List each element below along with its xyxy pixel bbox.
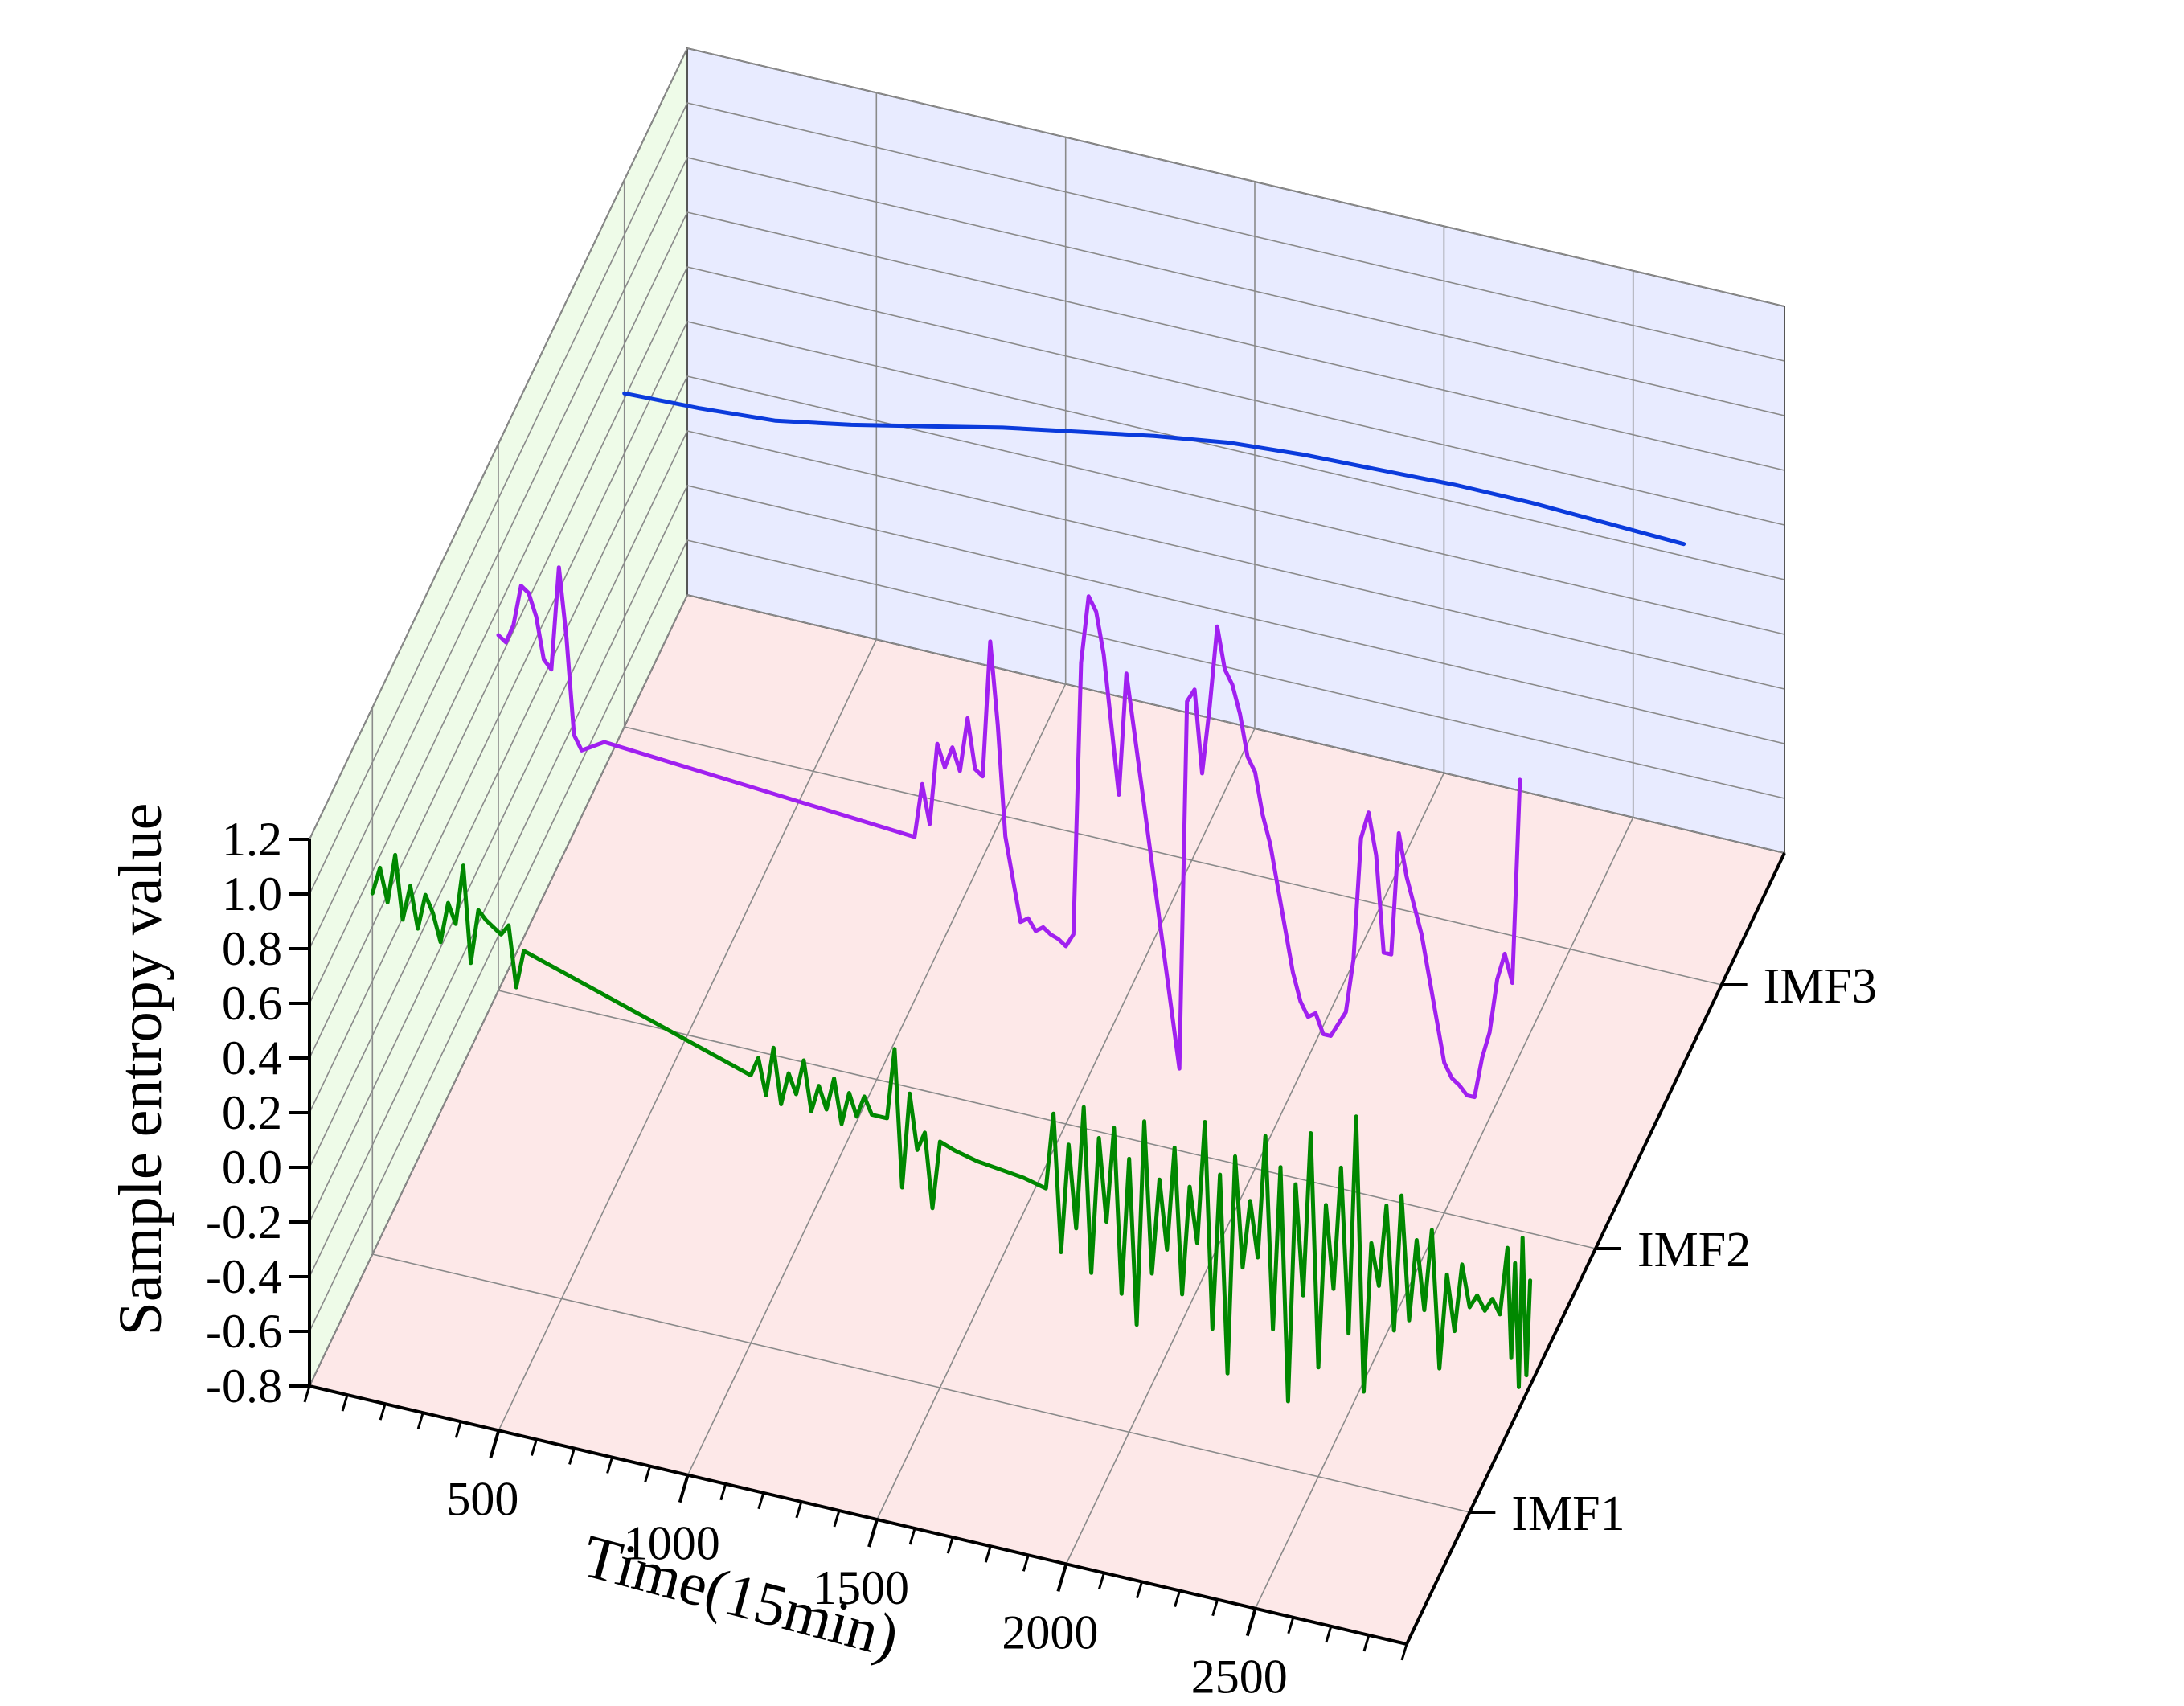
y-tick-label: -0.8 [206,1359,282,1413]
grid-line-x [498,92,878,1431]
grid-line-y [309,321,1785,1113]
y-tick-label: 1.2 [222,813,282,866]
x-minor-tick [1174,1590,1182,1608]
y-tick-label: 0.0 [222,1141,282,1194]
x-minor-tick [1022,1554,1030,1572]
x-minor-tick [946,1536,954,1554]
x-minor-tick [644,1466,652,1483]
grid-line-y [309,594,1785,1387]
x-tick [1245,1608,1257,1637]
tick-labels: 1.21.00.80.60.40.20.0-0.2-0.4-0.6-0.8 500… [206,813,1877,1704]
y-axis-title: Sample entropy value [107,803,174,1336]
y-tick-label: -0.2 [206,1195,282,1249]
x-axis-line [309,1384,1408,1646]
x-tick [678,1474,690,1503]
grid-line-y [309,539,1785,1332]
x-minor-tick [530,1438,538,1456]
x-minor-tick [833,1510,841,1528]
x-tick [1056,1563,1068,1592]
y-tick-label: 0.4 [222,1031,282,1085]
x-minor-tick [416,1412,424,1429]
x-minor-tick [341,1394,349,1412]
grid-line-y [309,211,1785,1004]
grid-line-y [309,266,1785,1059]
x-minor-tick [1211,1599,1219,1617]
x-tick [489,1429,501,1458]
grid-line-y [309,485,1785,1277]
x-minor-tick [379,1403,387,1421]
x-minor-tick [1098,1573,1105,1589]
grid-line-y [309,430,1785,1223]
x-tick [867,1519,879,1548]
grid-line-y [309,102,1785,895]
x-tick-label: 500 [446,1472,518,1525]
axes [289,838,1786,1661]
x-minor-tick [1136,1581,1143,1598]
y-tick-label: -0.4 [206,1250,282,1303]
grid-line-category [498,444,1596,1249]
x-minor-tick [1287,1617,1295,1634]
grid-lines [309,47,1785,1610]
series-line-imf1 [370,852,1533,1404]
y-tick-label: 0.8 [222,922,282,975]
x-minor-tick [454,1421,462,1438]
y-tick-label: 0.2 [222,1086,282,1139]
grid-line-x [686,137,1067,1476]
grid-line-x [1065,226,1445,1565]
x-minor-tick [1400,1643,1408,1661]
x-minor-tick [795,1501,803,1519]
category-label-imf1: IMF1 [1511,1487,1625,1541]
x-axis-title: Time(15min) [576,1522,906,1671]
x-minor-tick [757,1492,765,1510]
category-label-imf3: IMF3 [1764,959,1877,1014]
x-minor-tick [719,1483,727,1501]
x-minor-tick [606,1457,613,1474]
grid-line-x [876,182,1256,1520]
y-tick-label: 1.0 [222,867,282,921]
x-minor-tick [1362,1634,1371,1652]
x-tick-label: 1500 [813,1561,909,1614]
series-line-imf2 [496,565,1522,1100]
grid-line-y [309,47,1785,840]
grid-line-y [309,157,1785,949]
series-layer [370,391,1686,1404]
x-minor-tick [908,1528,916,1545]
grid-line-y [309,375,1785,1168]
x-tick-label: 2500 [1191,1651,1288,1702]
x-minor-tick [568,1448,576,1465]
x-minor-tick [1325,1626,1333,1643]
category-label-imf2: IMF2 [1637,1223,1751,1277]
x-minor-tick [984,1545,992,1563]
y-tick-label: -0.6 [206,1305,282,1358]
grid-line-x [1254,270,1634,1610]
y-tick-label: 0.6 [222,977,282,1030]
x-tick-label: 1000 [624,1517,720,1570]
x-minor-tick [303,1385,311,1403]
series-line-imf3 [622,391,1686,547]
x-tick-label: 2000 [1002,1606,1098,1659]
chart-walls [308,47,1786,1646]
